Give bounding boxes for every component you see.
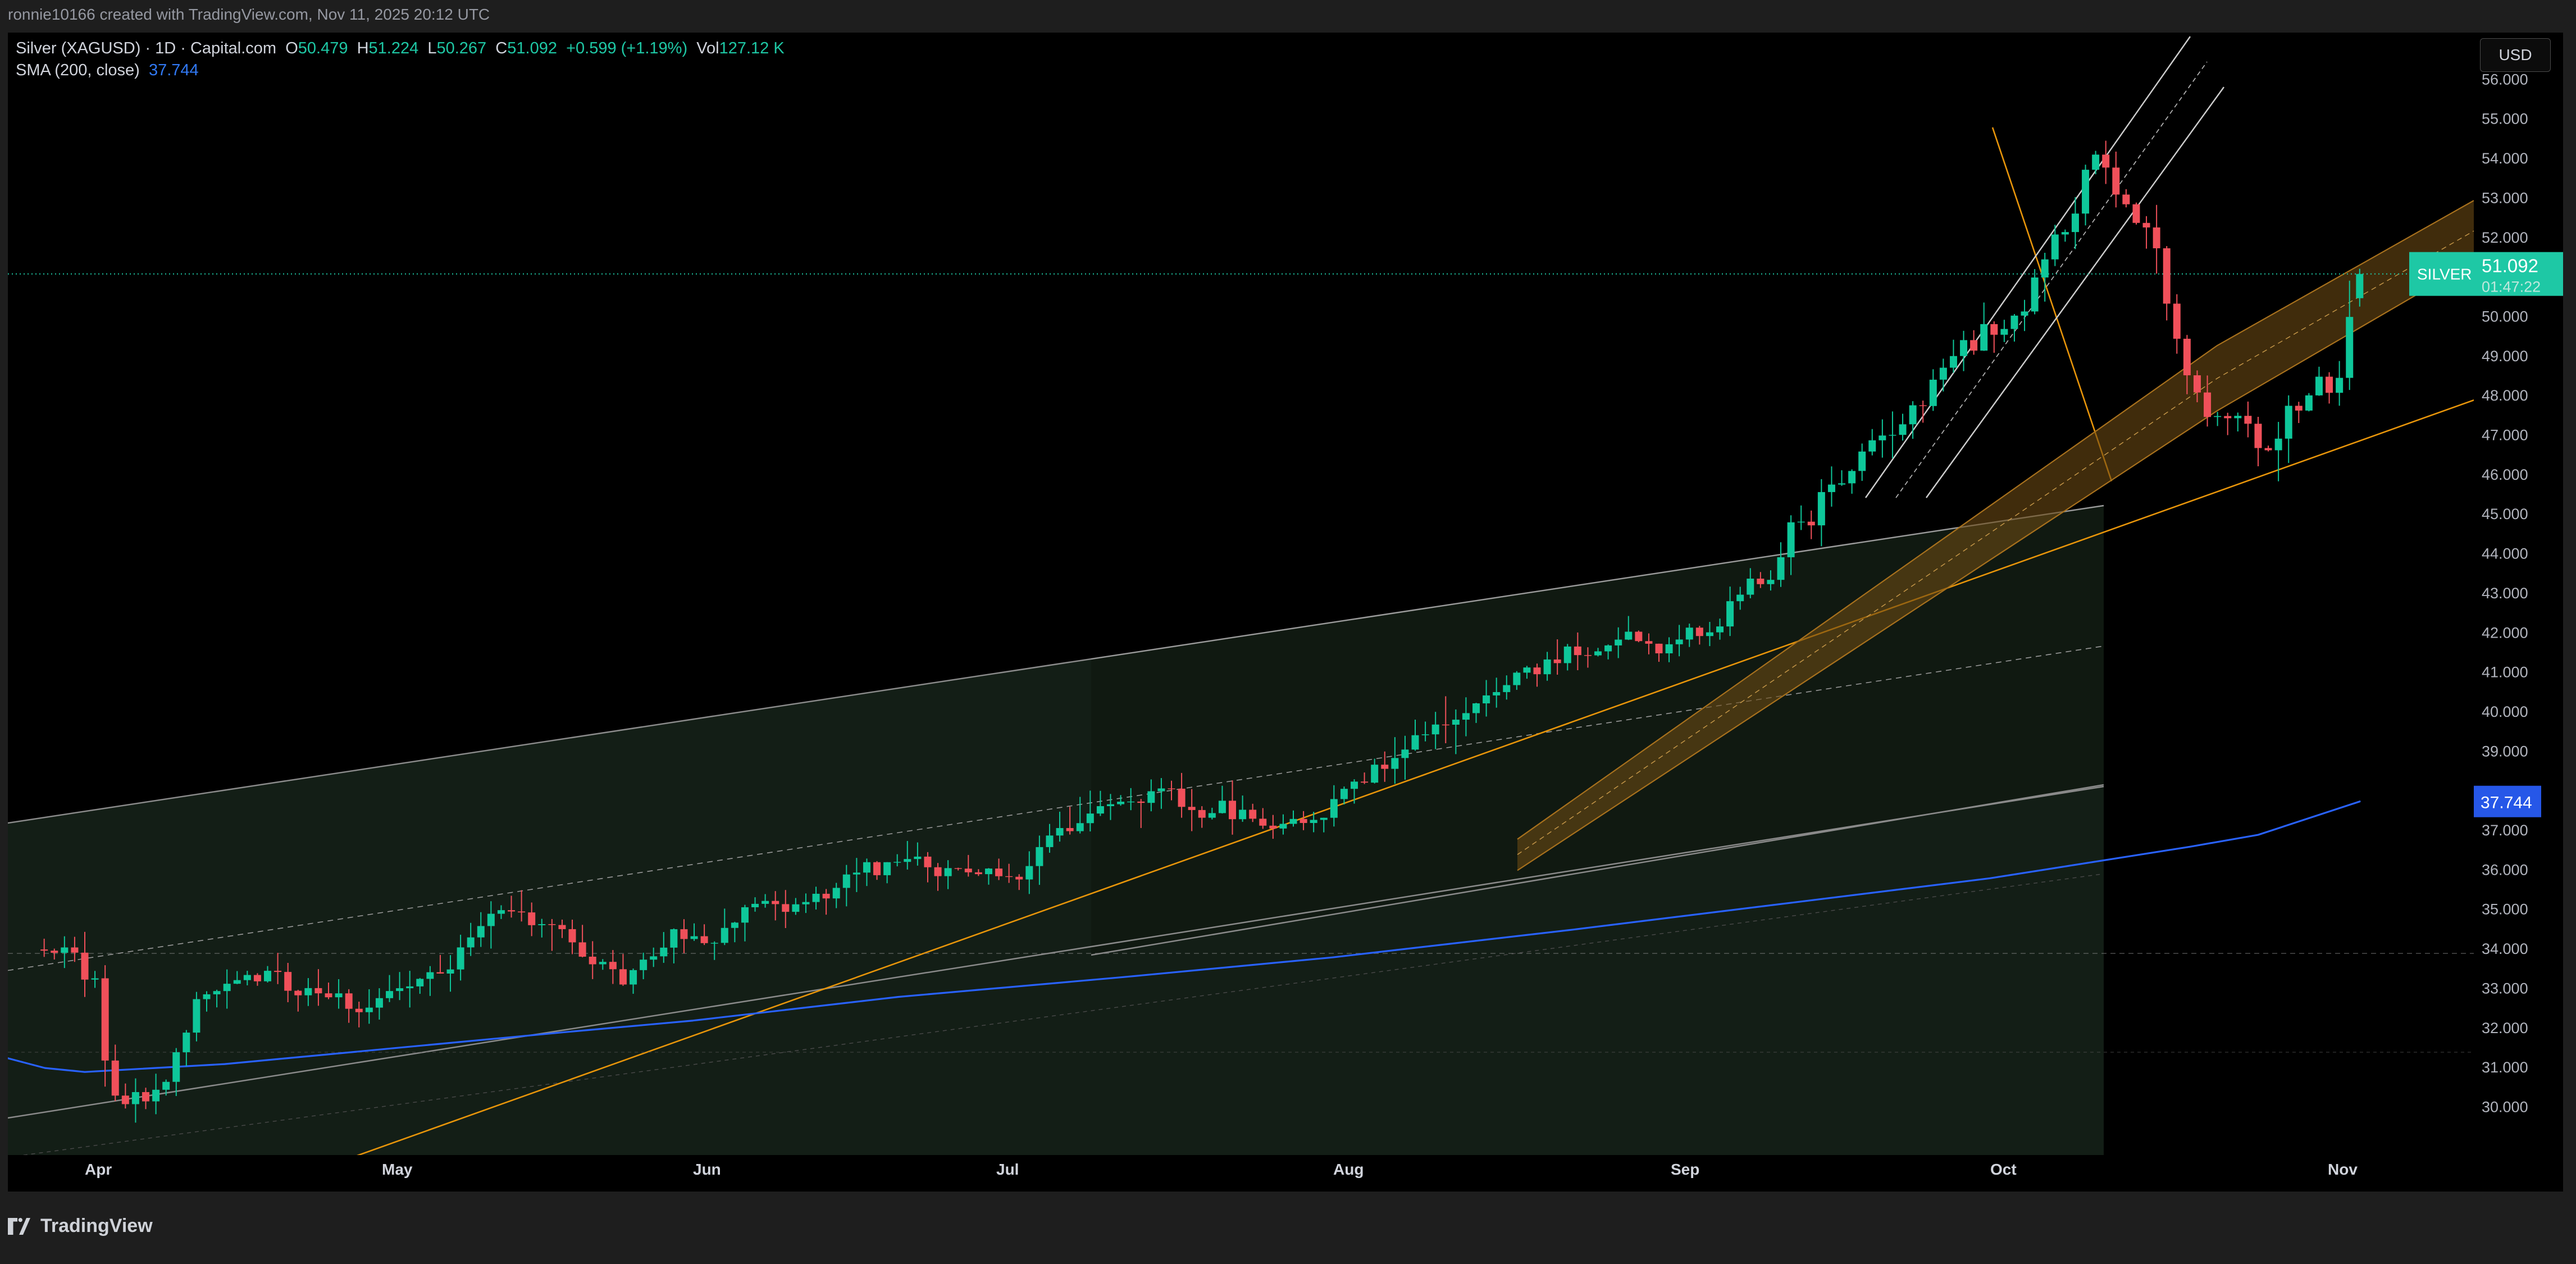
svg-text:Jul: Jul bbox=[996, 1161, 1019, 1178]
svg-text:48.000: 48.000 bbox=[2482, 387, 2528, 404]
svg-text:Aug: Aug bbox=[1333, 1161, 1364, 1178]
svg-text:40.000: 40.000 bbox=[2482, 703, 2528, 720]
svg-text:55.000: 55.000 bbox=[2482, 111, 2528, 128]
svg-text:43.000: 43.000 bbox=[2482, 585, 2528, 602]
svg-text:32.000: 32.000 bbox=[2482, 1020, 2528, 1036]
svg-text:Nov: Nov bbox=[2328, 1161, 2358, 1178]
svg-text:31.000: 31.000 bbox=[2482, 1059, 2528, 1076]
svg-text:51.092: 51.092 bbox=[2482, 256, 2538, 276]
svg-text:53.000: 53.000 bbox=[2482, 189, 2528, 206]
svg-text:Sep: Sep bbox=[1671, 1161, 1699, 1178]
svg-text:42.000: 42.000 bbox=[2482, 624, 2528, 641]
svg-text:Oct: Oct bbox=[1990, 1161, 2017, 1178]
svg-text:Jun: Jun bbox=[693, 1161, 721, 1178]
svg-text:34.000: 34.000 bbox=[2482, 940, 2528, 957]
svg-text:39.000: 39.000 bbox=[2482, 743, 2528, 760]
svg-text:SILVER: SILVER bbox=[2417, 266, 2472, 283]
svg-text:30.000: 30.000 bbox=[2482, 1098, 2528, 1115]
svg-text:46.000: 46.000 bbox=[2482, 466, 2528, 483]
svg-text:35.000: 35.000 bbox=[2482, 901, 2528, 918]
svg-text:Apr: Apr bbox=[85, 1161, 112, 1178]
svg-text:33.000: 33.000 bbox=[2482, 980, 2528, 997]
svg-text:May: May bbox=[382, 1161, 413, 1178]
svg-text:45.000: 45.000 bbox=[2482, 506, 2528, 522]
svg-text:47.000: 47.000 bbox=[2482, 427, 2528, 444]
svg-text:56.000: 56.000 bbox=[2482, 71, 2528, 88]
svg-text:36.000: 36.000 bbox=[2482, 861, 2528, 878]
svg-text:44.000: 44.000 bbox=[2482, 545, 2528, 562]
svg-text:37.744: 37.744 bbox=[2481, 794, 2532, 812]
svg-text:54.000: 54.000 bbox=[2482, 150, 2528, 167]
svg-text:50.000: 50.000 bbox=[2482, 308, 2528, 325]
svg-text:52.000: 52.000 bbox=[2482, 229, 2528, 246]
svg-text:49.000: 49.000 bbox=[2482, 348, 2528, 365]
svg-text:37.000: 37.000 bbox=[2482, 822, 2528, 839]
svg-text:41.000: 41.000 bbox=[2482, 664, 2528, 681]
svg-text:01:47:22: 01:47:22 bbox=[2482, 279, 2541, 295]
